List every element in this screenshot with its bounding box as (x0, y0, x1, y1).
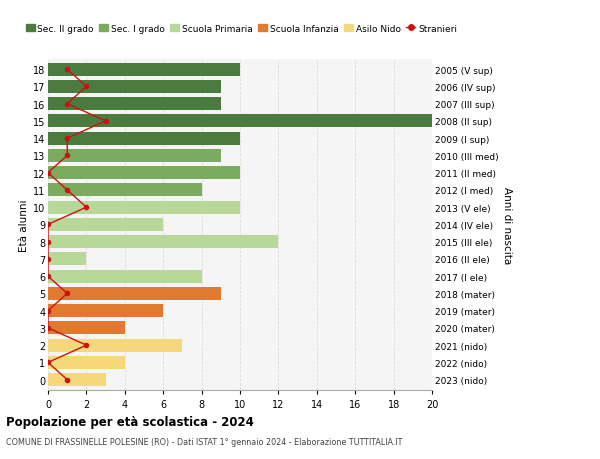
Bar (48, 270, 202, 283)
Bar (48, 322, 125, 335)
Bar (48, 373, 106, 386)
Y-axis label: Anni di nascita: Anni di nascita (502, 186, 512, 263)
Bar (48, 201, 240, 214)
Bar (48, 98, 221, 111)
Bar (48, 150, 221, 162)
Bar (48, 81, 221, 94)
Bar (48, 356, 125, 369)
Bar (48, 167, 240, 180)
Bar (48, 339, 182, 352)
Legend: Sec. II grado, Sec. I grado, Scuola Primaria, Scuola Infanzia, Asilo Nido, Stran: Sec. II grado, Sec. I grado, Scuola Prim… (26, 24, 457, 34)
Bar (48, 253, 86, 266)
Bar (48, 287, 221, 300)
Y-axis label: Età alunni: Età alunni (19, 199, 29, 251)
Bar (48, 218, 163, 231)
Text: Popolazione per età scolastica - 2024: Popolazione per età scolastica - 2024 (6, 415, 254, 428)
Bar (48, 235, 278, 249)
Text: COMUNE DI FRASSINELLE POLESINE (RO) - Dati ISTAT 1° gennaio 2024 - Elaborazione : COMUNE DI FRASSINELLE POLESINE (RO) - Da… (6, 437, 403, 446)
Bar (48, 115, 432, 128)
Bar (48, 304, 163, 318)
Bar (48, 63, 240, 77)
Bar (48, 132, 240, 146)
Bar (48, 184, 202, 197)
